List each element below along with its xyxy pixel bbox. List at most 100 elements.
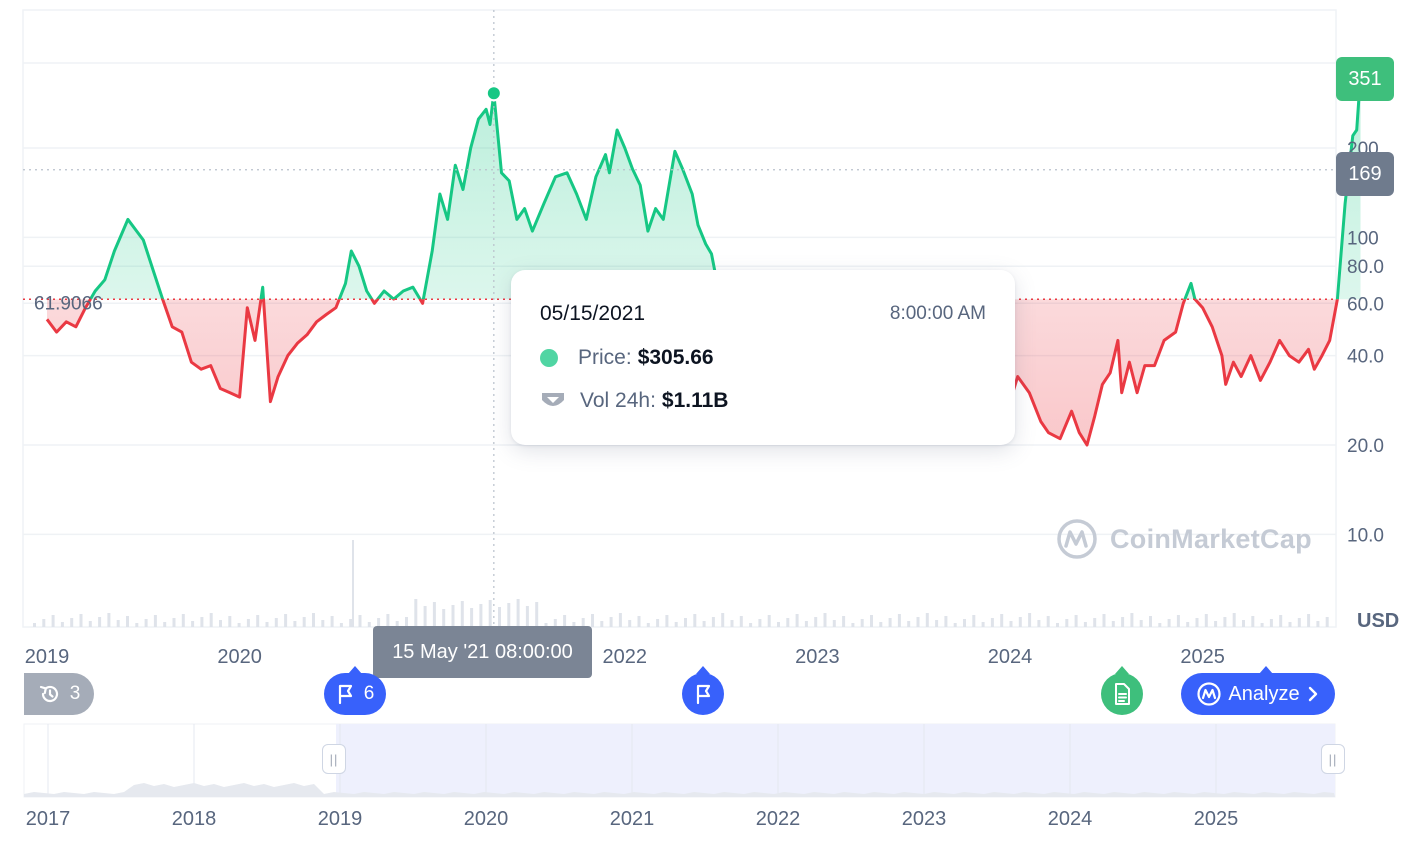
volume-bar [116, 620, 120, 627]
price-line-down [45, 299, 1339, 447]
volume-bar [581, 618, 585, 627]
flag-events-button[interactable]: 6 [324, 666, 386, 715]
volume-bar [842, 616, 846, 627]
navigator-tick-label: 2017 [26, 808, 71, 830]
plot-frame [22, 9, 1337, 628]
y-tick-label: 20.0 [1347, 436, 1384, 457]
history-icon [39, 685, 58, 703]
volume-bar [367, 622, 371, 627]
tooltip-volume-row: Vol 24h: $1.11B [540, 389, 986, 413]
volume-bar [1279, 615, 1283, 627]
analyze-button[interactable]: Analyze [1181, 666, 1335, 715]
volume-bar [172, 618, 176, 627]
flag-icon [696, 684, 711, 705]
volume-bar [656, 619, 660, 627]
history-count: 3 [69, 683, 81, 704]
volume-bar [990, 618, 994, 627]
navigator-right-handle[interactable]: || [1321, 744, 1345, 774]
tooltip-price-row: Price: $305.66 [540, 346, 986, 370]
volume-bar [274, 618, 278, 627]
volume-bar [1046, 616, 1050, 627]
volume-bar [981, 622, 985, 627]
volume-bar [972, 615, 976, 627]
history-events-button[interactable]: 3 [24, 673, 94, 715]
navigator-left-handle[interactable]: || [322, 744, 346, 774]
x-tick-label: 2024 [988, 646, 1033, 668]
volume-bar [711, 617, 715, 627]
volume-bar [228, 616, 232, 627]
document-icon [1115, 683, 1130, 705]
navigator-selection[interactable] [336, 724, 1335, 797]
navigator-mini-area [24, 783, 1335, 797]
volume-bar [525, 606, 529, 627]
tooltip-volume-label: Vol 24h: [580, 389, 656, 412]
volume-bar [1028, 613, 1032, 627]
analyze-logo-icon [1197, 682, 1222, 706]
volume-bar [1223, 617, 1227, 627]
volume-bar [386, 614, 390, 627]
volume-bar [953, 623, 957, 627]
volume-bar [684, 618, 687, 627]
volume-bar [1149, 616, 1152, 627]
volume-bar [628, 620, 632, 627]
volume-bar [674, 622, 678, 627]
tooltip-header: 05/15/2021 8:00:00 AM [540, 302, 986, 326]
volume-bar [702, 621, 706, 627]
volume-bar [209, 613, 213, 627]
volume-bar [470, 608, 474, 627]
volume-bar [442, 609, 446, 627]
watermark: CoinMarketCap [1056, 518, 1312, 560]
volume-bar [935, 620, 939, 627]
volume-bar [1130, 613, 1134, 627]
volume-bar [721, 613, 725, 627]
volume-bar [600, 621, 604, 627]
volume-bar [1325, 617, 1329, 627]
y-tick-label: 100 [1347, 228, 1379, 249]
crosshair-price-badge: 169 [1336, 152, 1394, 196]
volume-bar [349, 619, 353, 627]
volume-bar [352, 540, 354, 627]
marker-pointer [1115, 666, 1129, 674]
navigator-tick-label: 2020 [464, 808, 509, 830]
y-tick-label: 80.0 [1347, 257, 1384, 278]
volume-bar [200, 617, 204, 627]
volume-bar [191, 621, 195, 627]
volume-bar [925, 613, 929, 627]
volume-bar [1158, 623, 1162, 627]
volume-bar [1009, 621, 1013, 627]
volume-bar [1121, 617, 1125, 627]
volume-bar [395, 621, 399, 627]
y-tick-label: 10.0 [1347, 525, 1384, 546]
volume-bar [553, 619, 557, 627]
flag-event-button[interactable] [682, 666, 724, 715]
navigator[interactable]: 2017 2018 2019 2020 2021 2022 2023 2024 2025 [23, 723, 1336, 830]
navigator-tick-label: 2018 [172, 808, 217, 830]
volume-bar [451, 605, 455, 627]
navigator-tick-label: 2019 [318, 808, 363, 830]
volume-bar [1111, 621, 1115, 627]
chevron-right-icon [1308, 686, 1317, 702]
volume-bar [1074, 615, 1078, 627]
volume-bar [98, 617, 102, 627]
navigator-tick-label: 2023 [902, 808, 947, 830]
x-tick-label: 2022 [603, 646, 648, 668]
tooltip-price-value: $305.66 [637, 346, 714, 369]
tooltip-price-label: Price: [578, 346, 632, 369]
x-tick-label: 2020 [217, 646, 262, 668]
volume-bar [460, 601, 464, 627]
marker-pointer [696, 666, 710, 674]
volume-bar [1251, 616, 1255, 627]
baseline-label: 61.9066 [34, 293, 103, 314]
document-event-button[interactable] [1101, 666, 1143, 715]
volume-bar [646, 623, 650, 627]
volume-bar [739, 616, 743, 627]
volume-bar [730, 620, 734, 627]
navigator-tick-label: 2021 [610, 808, 655, 830]
marker-pointer [1259, 666, 1273, 674]
watermark-text: CoinMarketCap [1110, 523, 1312, 554]
volume-bar [897, 614, 901, 627]
volume-bar [1056, 623, 1059, 627]
price-line [45, 75, 1362, 447]
volume-bar [1065, 619, 1069, 627]
